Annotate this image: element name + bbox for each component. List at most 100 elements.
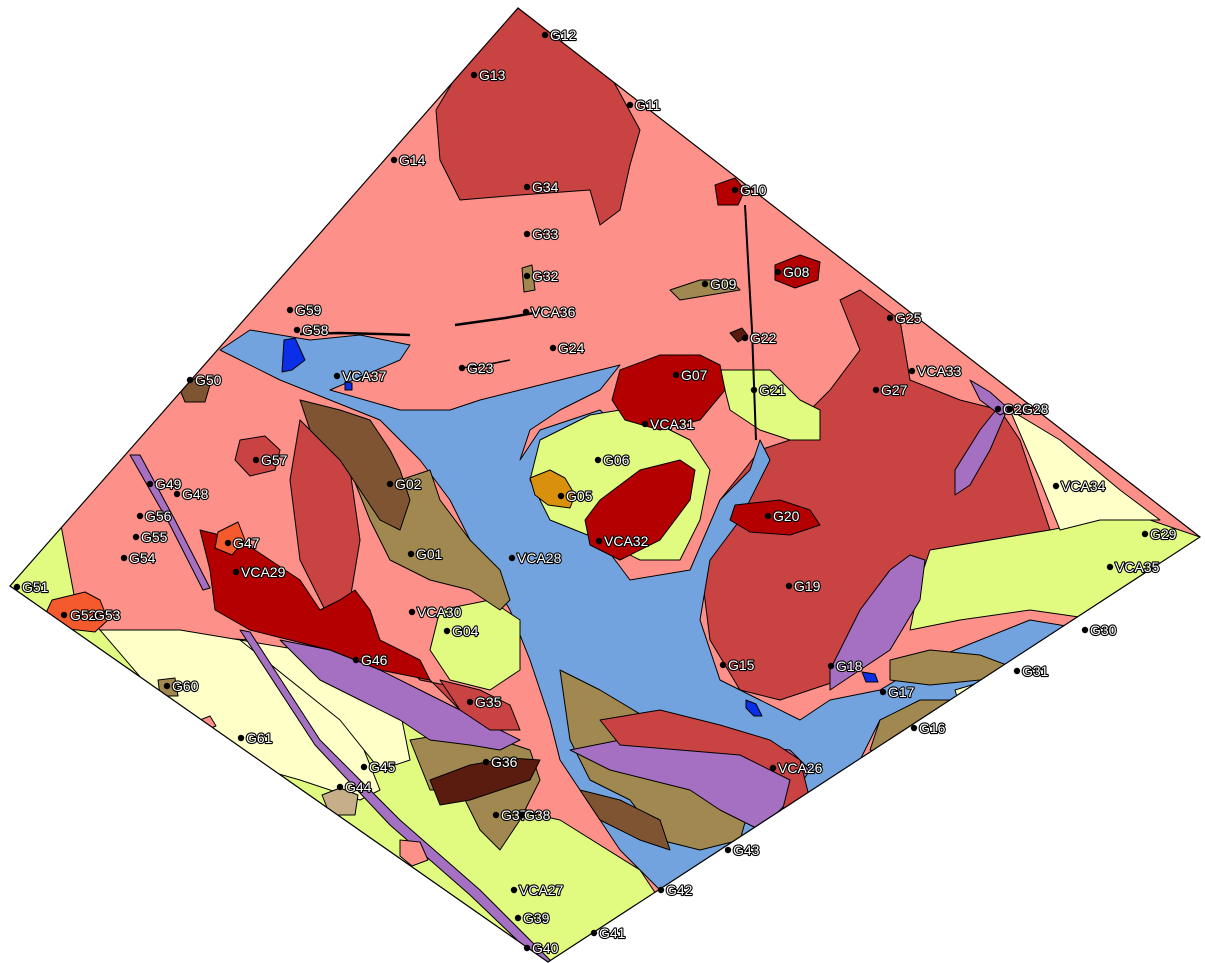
site-label: G57 [261, 452, 288, 468]
site-g57: G57 [252, 451, 289, 469]
site-marker [785, 582, 793, 590]
site-vca35: VCA35 [1106, 558, 1161, 576]
site-marker [522, 308, 530, 316]
site-label: VCA29 [241, 564, 286, 580]
site-g19: G19 [785, 577, 822, 595]
site-g48: G48 [173, 485, 210, 503]
site-marker [407, 550, 415, 558]
site-g13: G13 [470, 66, 507, 84]
site-marker [523, 230, 531, 238]
site-marker [466, 698, 474, 706]
site-label: G56 [145, 508, 172, 524]
site-marker [886, 314, 894, 322]
site-label: G19 [794, 578, 821, 594]
site-label: G32 [532, 268, 559, 284]
site-marker [872, 386, 880, 394]
site-g42: G42 [657, 881, 694, 899]
site-label: G29 [1150, 526, 1177, 542]
site-marker [1013, 667, 1021, 675]
site-marker [590, 929, 598, 937]
site-label: G39 [523, 910, 550, 926]
unit-red-brown-g57 [234, 435, 281, 477]
site-g18: G18 [827, 657, 864, 675]
site-label: G33 [532, 226, 559, 242]
unit-blue-vca37 [344, 381, 353, 391]
site-label: G52 [70, 607, 97, 623]
site-g02: G02 [386, 475, 423, 493]
site-label: G36 [491, 754, 518, 770]
site-g08: G08 [774, 263, 811, 281]
site-marker [994, 405, 1002, 413]
unit-purple-g18 [829, 554, 926, 691]
site-marker [827, 662, 835, 670]
site-marker [750, 386, 758, 394]
site-g41: G41 [590, 924, 627, 942]
site-marker [510, 886, 518, 894]
site-vca30: VCA30 [408, 603, 463, 621]
site-label: G28 [1022, 401, 1049, 417]
unit-dark-red-g20 [729, 499, 821, 536]
site-label: G59 [295, 302, 322, 318]
site-g56: G56 [136, 507, 173, 525]
site-g32: G32 [523, 267, 560, 285]
site-vca28: VCA28 [508, 549, 563, 567]
site-label: G01 [416, 546, 443, 562]
site-marker [293, 326, 301, 334]
site-marker [60, 611, 68, 619]
site-marker [470, 71, 478, 79]
fault-line-g10 [744, 204, 757, 441]
site-g05: G05 [557, 487, 594, 505]
site-marker [879, 688, 887, 696]
site-g45: G45 [360, 758, 397, 776]
site-g51: G51 [13, 578, 50, 596]
site-g49: G49 [146, 475, 183, 493]
site-label: G46 [361, 652, 388, 668]
site-g54: G54 [120, 549, 157, 567]
site-label: G54 [129, 550, 156, 566]
site-marker [518, 811, 526, 819]
site-label: G12 [550, 27, 577, 43]
site-marker [523, 272, 531, 280]
site-marker [764, 512, 772, 520]
site-marker [523, 183, 531, 191]
site-marker [508, 554, 516, 562]
site-g36: G36 [482, 753, 519, 771]
site-label: G41 [599, 925, 626, 941]
site-label: G25 [895, 310, 922, 326]
site-marker [641, 420, 649, 428]
site-label: VCA31 [650, 416, 695, 432]
site-label: G42 [666, 882, 693, 898]
site-label: VCA35 [1115, 559, 1160, 575]
site-marker [13, 583, 21, 591]
unit-yellow-green-g21 [719, 369, 821, 441]
site-marker [492, 811, 500, 819]
site-label: VCA30 [417, 604, 462, 620]
site-label: G09 [710, 276, 737, 292]
site-g23: G23 [458, 359, 495, 377]
site-g04: G04 [443, 622, 480, 640]
site-marker [774, 268, 782, 276]
site-marker [482, 758, 490, 766]
site-g25: G25 [886, 309, 923, 327]
site-marker [594, 456, 602, 464]
site-marker [252, 456, 260, 464]
site-g31: G31 [1013, 662, 1050, 680]
site-marker [146, 480, 154, 488]
site-label: G18 [836, 658, 863, 674]
site-marker [731, 186, 739, 194]
site-g52: G52 [60, 606, 98, 624]
site-g38: G38 [518, 806, 552, 824]
unit-dark-red-g10 [714, 177, 746, 206]
site-label: G02 [395, 476, 422, 492]
site-marker [360, 763, 368, 771]
site-marker [390, 156, 398, 164]
site-marker [1141, 530, 1149, 538]
site-g15: G15 [719, 656, 756, 674]
site-label: G51 [22, 579, 49, 595]
site-marker [1006, 405, 1014, 413]
unit-pale-yellow-east [1009, 409, 1161, 531]
site-marker [237, 734, 245, 742]
site-label: G20 [773, 508, 800, 524]
site-marker [224, 539, 232, 547]
